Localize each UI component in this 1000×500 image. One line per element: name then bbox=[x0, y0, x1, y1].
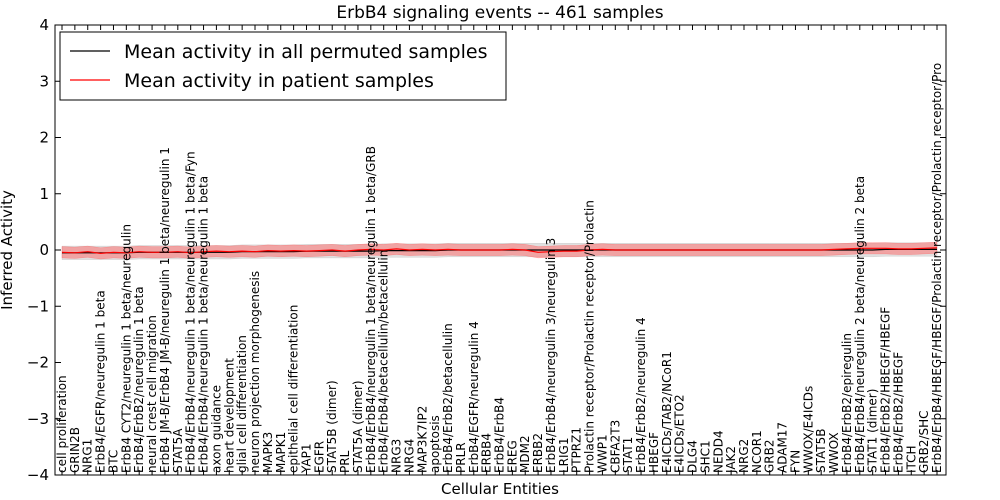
x-tick-label: NRG1 bbox=[81, 439, 95, 473]
y-tick-label: 2 bbox=[39, 129, 49, 147]
x-tick-label: DLG4 bbox=[686, 440, 700, 473]
y-axis: −4 −3 −2 −1 0 1 2 3 4 bbox=[27, 16, 946, 484]
x-tick-label: ITCH bbox=[904, 445, 918, 473]
x-tick-label: ADAM17 bbox=[776, 422, 790, 473]
legend-box bbox=[59, 31, 507, 101]
x-tick-label: neural crest cell migration bbox=[145, 315, 159, 473]
x-tick-label: GRB2/SHC bbox=[917, 410, 931, 473]
x-tick-label: YAP1 bbox=[300, 444, 314, 474]
x-tick-label: CBFA2T3 bbox=[608, 420, 622, 473]
x-tick-label: STAT5B (dimer) bbox=[325, 380, 339, 473]
x-tick-label: STAT5A bbox=[171, 428, 185, 473]
x-tick-label: ErbB4/EGFR/neuregulin 4 bbox=[467, 321, 481, 473]
x-tick-label: ErbB4/ErbB2/HBEGF bbox=[891, 352, 905, 473]
y-tick-label: 0 bbox=[39, 241, 49, 259]
x-tick-label: ErbB4/ErbB2/epiregulin bbox=[840, 333, 854, 473]
x-tick-label: ErbB4/ErbB2/HBEGF/HBEGF bbox=[879, 307, 893, 473]
x-tick-label: SHC1 bbox=[698, 440, 712, 473]
x-tick-label: cell proliferation bbox=[55, 375, 69, 473]
y-tick-label: −3 bbox=[27, 410, 49, 428]
x-tick-label: ErbB4/ErbB2/betacellulin bbox=[441, 323, 455, 473]
x-tick-label: NRG4 bbox=[402, 439, 416, 473]
x-tick-label: GRIN2B bbox=[68, 427, 82, 473]
x-tick-label: PRLR bbox=[454, 442, 468, 473]
x-tick-label: glial cell differentiation bbox=[235, 335, 249, 473]
x-tick-label: ErbB4/EGFR/neuregulin 1 beta bbox=[94, 290, 108, 473]
series-line-patient bbox=[61, 247, 938, 255]
x-tick-label: EREG bbox=[505, 440, 519, 473]
legend-label-patient: Mean activity in patient samples bbox=[124, 70, 434, 92]
x-tick-label: STAT1 bbox=[621, 437, 635, 473]
x-tick-label: WWOX bbox=[827, 432, 841, 473]
y-tick-label: −4 bbox=[27, 466, 49, 484]
x-tick-label: FYN bbox=[789, 450, 803, 473]
x-tick-label: ErbB4/ErbB4/neuregulin 3/neuregulin 3 bbox=[544, 238, 558, 473]
x-tick-label: STAT1 (dimer) bbox=[866, 389, 880, 473]
y-tick-label: −2 bbox=[27, 354, 49, 372]
x-tick-label: neuron projection morphogenesis bbox=[248, 271, 262, 473]
x-tick-label: JAK2 bbox=[724, 446, 738, 474]
y-tick-label: 1 bbox=[39, 185, 49, 203]
x-tick-label: axon guidance bbox=[209, 385, 223, 473]
x-tick-label: STAT5A (dimer) bbox=[351, 380, 365, 473]
x-tick-label: ErbB4/ErbB4/neuregulin 1 beta/neuregulin… bbox=[197, 176, 211, 473]
x-tick-label: EGFR bbox=[312, 441, 326, 473]
x-tick-label: NRG2 bbox=[737, 439, 751, 473]
x-tick-label: ErbB4/ErbB4/neuregulin 2 beta/neuregulin… bbox=[853, 176, 867, 473]
x-tick-label: WWOX/E4ICDs bbox=[801, 386, 815, 473]
x-tick-label: LRIG1 bbox=[557, 438, 571, 474]
x-tick-label: NCOR1 bbox=[750, 430, 764, 473]
x-axis-label: Cellular Entities bbox=[441, 480, 559, 498]
series-lines bbox=[61, 247, 938, 255]
y-tick-label: −1 bbox=[27, 297, 49, 315]
x-tick-labels: cell proliferationGRIN2BNRG1ErbB4/EGFR/n… bbox=[55, 25, 944, 475]
x-tick-label: PTPRZ1 bbox=[570, 427, 584, 473]
x-tick-label: MDM2 bbox=[518, 435, 532, 473]
x-tick-label: ErbB4/ErbB4 bbox=[493, 397, 507, 473]
x-tick-label: BTC bbox=[107, 450, 121, 473]
x-tick-label: ErbB4/ErbB4/betacellulin/betacellulin bbox=[377, 250, 391, 473]
chart-title: ErbB4 signaling events -- 461 samples bbox=[336, 3, 663, 23]
x-tick-label: ErbB4/ErbB4/neuregulin 1 beta/neuregulin… bbox=[184, 151, 198, 473]
legend: Mean activity in all permuted samples Me… bbox=[59, 31, 507, 101]
x-tick-label: STAT5B bbox=[814, 429, 828, 474]
x-tick-label: HBEGF bbox=[647, 432, 661, 473]
x-tick-label: heart development bbox=[222, 358, 236, 473]
x-tick-label: E4ICDs/ETO2 bbox=[673, 394, 687, 473]
x-tick-label: ErbB4/ErbB4/neuregulin 1 beta/neuregulin… bbox=[364, 146, 378, 473]
x-tick-label: epithelial cell differentiation bbox=[287, 305, 301, 473]
x-tick-label: ErbB4/ErbB2/neuregulin 4 bbox=[634, 317, 648, 473]
x-tick-label: MAP3K7IP2 bbox=[415, 406, 429, 473]
plot-frame bbox=[54, 24, 947, 476]
y-tick-label: 3 bbox=[39, 72, 49, 90]
x-tick-label: Prolactin receptor/Prolactin receptor/Pr… bbox=[583, 200, 597, 473]
y-axis-label: Inferred Activity bbox=[0, 190, 16, 310]
x-tick-label: NRG3 bbox=[390, 439, 404, 473]
x-tick-label: ERBB2 bbox=[531, 433, 545, 473]
y-tick-label: 4 bbox=[39, 16, 49, 34]
x-tick-label: MAPK3 bbox=[261, 432, 275, 473]
legend-label-permuted: Mean activity in all permuted samples bbox=[124, 41, 487, 63]
x-tick-label: ErbB4/ErbB4/HBEGF/HBEGF/Prolactin recept… bbox=[930, 63, 944, 473]
x-tick-label: ErbB4/ErbB2/neuregulin 1 beta bbox=[132, 286, 146, 473]
x-tick-label: ErbB4 CYT2/neuregulin 1 beta/neuregulin bbox=[119, 224, 133, 473]
x-tick-label: ErbB4 JM-B/ErbB4 JM-B/neuregulin 1 beta/… bbox=[158, 147, 172, 473]
x-tick-label: apoptosis bbox=[428, 415, 442, 473]
x-tick-label: MAPK1 bbox=[274, 432, 288, 473]
x-tick-label: NEDD4 bbox=[711, 430, 725, 473]
x-tick-label: WWP1 bbox=[595, 434, 609, 473]
x-tick-label: E4ICDs/TAB2/NCoR1 bbox=[660, 351, 674, 473]
x-tick-label: ERBB4 bbox=[480, 433, 494, 473]
x-tick-label: PRL bbox=[338, 450, 352, 473]
x-tick-label: GRB2 bbox=[763, 439, 777, 473]
